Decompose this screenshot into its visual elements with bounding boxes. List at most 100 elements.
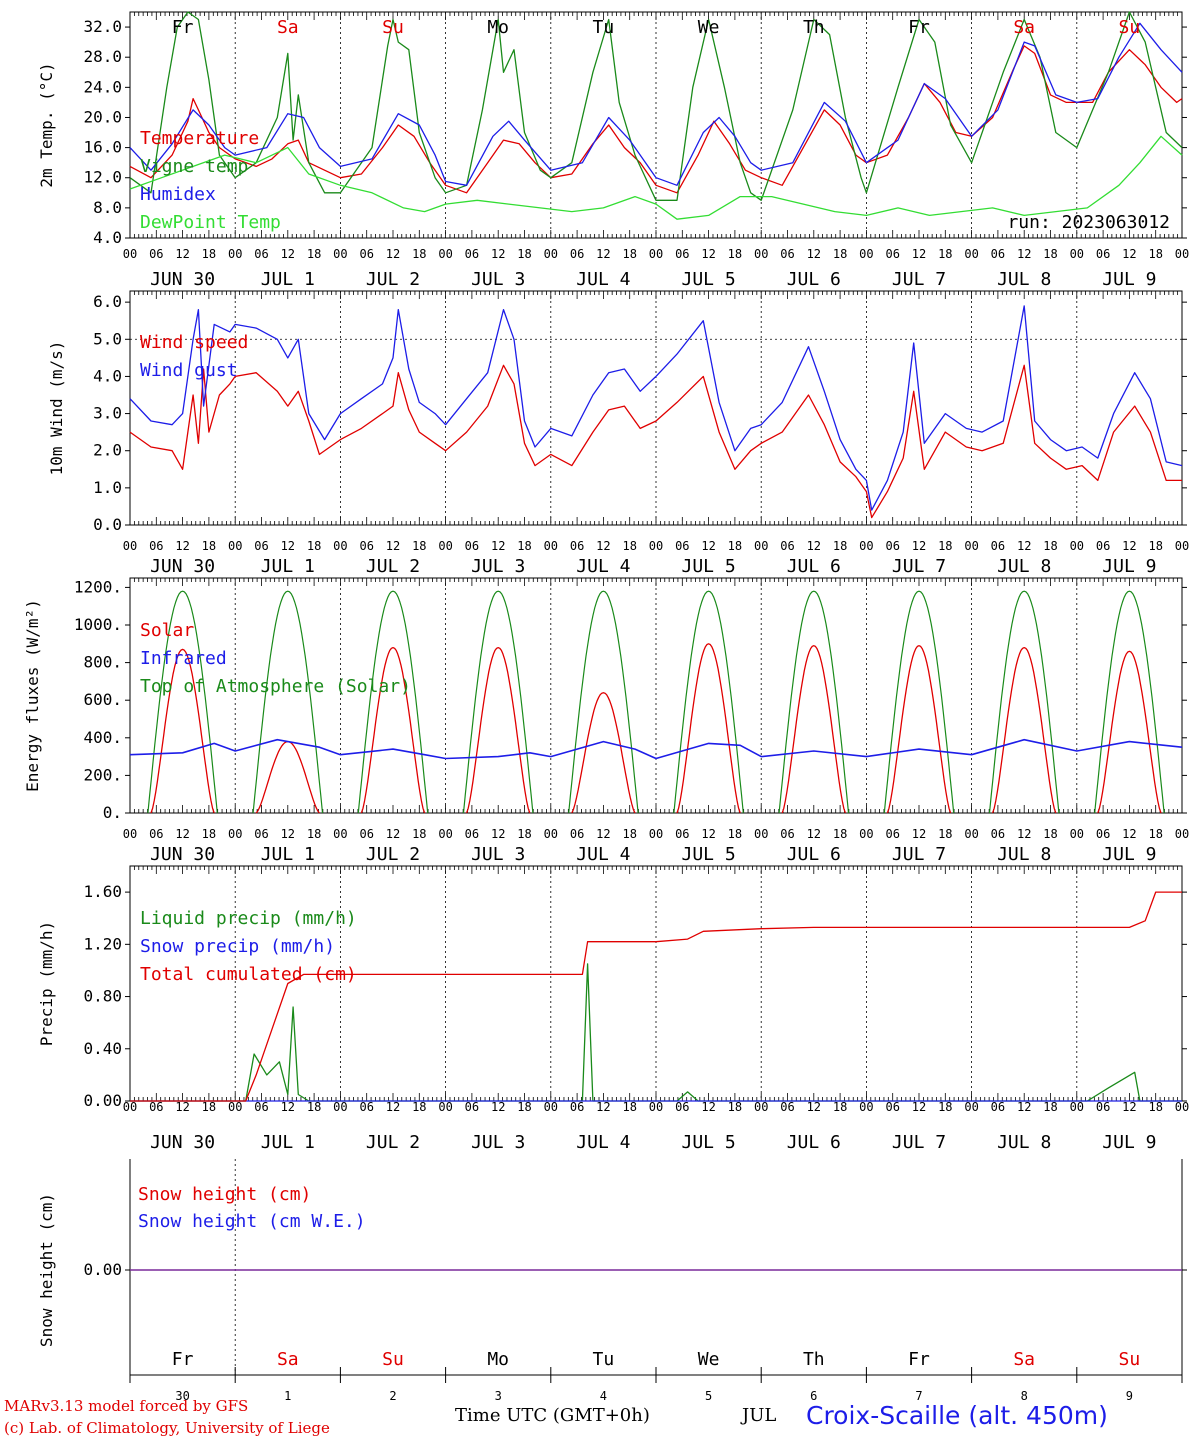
hour-tick-label-p2: 18 (307, 827, 321, 841)
hour-tick-label-p0: 18 (202, 247, 216, 261)
hour-tick-label-p1: 00 (649, 539, 663, 553)
series-line-top-of-atmosphere (568, 590, 639, 814)
hour-tick-label-p3: 12 (1122, 1100, 1136, 1114)
date-label-p2: JUL 1 (261, 844, 315, 865)
hour-tick-label-p3: 00 (123, 1100, 137, 1114)
hour-tick-label-p1: 00 (123, 539, 137, 553)
y-axis-title: Energy fluxes (W/m²) (23, 599, 42, 792)
hour-tick-label-p3: 06 (675, 1100, 689, 1114)
hour-tick-label-p1: 12 (281, 539, 295, 553)
hour-tick-label-p0: 18 (938, 247, 952, 261)
hour-tick-label-p0: 18 (728, 247, 742, 261)
hour-tick-label-p0: 00 (333, 247, 347, 261)
weekday-label: Su (1119, 17, 1141, 38)
hour-tick-label-p0: 06 (359, 247, 373, 261)
date-label-p1: JUL 7 (892, 556, 946, 577)
date-label-p2: JUL 9 (1102, 844, 1156, 865)
series-line-vigne-temp (129, 11, 1183, 201)
hour-tick-label-p2: 12 (1017, 827, 1031, 841)
hour-tick-label-p2: 12 (807, 827, 821, 841)
hour-tick-label-p2: 12 (491, 827, 505, 841)
model-credit: MARv3.13 model forced by GFS (4, 1397, 249, 1415)
day-number-label: 5 (705, 1389, 712, 1403)
hour-tick-label-p3: 12 (386, 1100, 400, 1114)
hour-tick-label-p0: 18 (412, 247, 426, 261)
weekday-label: We (698, 17, 720, 38)
date-label-p0: JUL 9 (1102, 269, 1156, 290)
series-line-solar (360, 646, 426, 814)
day-number-label: 1 (284, 1389, 291, 1403)
legend-entry: Top of Atmosphere (Solar) (140, 676, 411, 697)
y-axis-title: Precip (mm/h) (37, 921, 56, 1046)
hour-tick-label-p2: 12 (596, 827, 610, 841)
hour-tick-label-p3: 12 (912, 1100, 926, 1114)
hour-tick-label-p3: 00 (228, 1100, 242, 1114)
hour-tick-label-p1: 18 (622, 539, 636, 553)
hour-tick-label-p1: 12 (175, 539, 189, 553)
hour-tick-label-p3: 06 (465, 1100, 479, 1114)
date-label-p0: JUL 7 (892, 269, 946, 290)
hour-tick-label-p2: 18 (517, 827, 531, 841)
hour-tick-label-p2: 12 (701, 827, 715, 841)
hour-tick-label-p2: 06 (254, 827, 268, 841)
hour-tick-label-p1: 18 (728, 539, 742, 553)
hour-tick-label-p2: 00 (649, 827, 663, 841)
hour-tick-label-p2: 18 (202, 827, 216, 841)
date-label-p0: JUL 4 (576, 269, 630, 290)
hour-tick-label-p1: 12 (807, 539, 821, 553)
series-line-top-of-atmosphere (673, 590, 744, 814)
hour-tick-label-p3: 06 (1096, 1100, 1110, 1114)
y-tick-label-p0: 8.0 (93, 198, 122, 217)
y-tick-label-p1: 3.0 (93, 404, 122, 423)
hour-tick-label-p0: 06 (780, 247, 794, 261)
y-tick-label-p2: 400. (83, 728, 122, 747)
date-label-p0: JUL 5 (682, 269, 736, 290)
date-label-p1: JUL 4 (576, 556, 630, 577)
hour-tick-label-p2: 00 (544, 827, 558, 841)
hour-tick-label-p1: 12 (386, 539, 400, 553)
hour-tick-label-p1: 06 (570, 539, 584, 553)
hour-tick-label-p0: 12 (701, 247, 715, 261)
hour-tick-label-p1: 06 (254, 539, 268, 553)
hour-tick-label-p3: 00 (964, 1100, 978, 1114)
hour-tick-label-p0: 12 (281, 247, 295, 261)
date-label-p3: JUL 4 (576, 1132, 630, 1153)
hour-tick-label-p1: 00 (964, 539, 978, 553)
legend-entry: Temperature (140, 128, 259, 149)
date-label-p1: JUL 6 (787, 556, 841, 577)
hour-tick-label-p1: 06 (780, 539, 794, 553)
hour-tick-label-p2: 00 (123, 827, 137, 841)
y-tick-label-p3: 0.80 (83, 987, 122, 1006)
date-label-p0: JUL 1 (261, 269, 315, 290)
hour-tick-label-p1: 18 (307, 539, 321, 553)
date-label-p0: JUL 2 (366, 269, 420, 290)
date-label-p0: JUL 6 (787, 269, 841, 290)
date-label-p0: JUL 3 (471, 269, 525, 290)
date-label-p2: JUL 2 (366, 844, 420, 865)
weekday-label: Su (382, 17, 404, 38)
y-tick-label-p3: 0.40 (83, 1039, 122, 1058)
hour-tick-label-p1: 06 (885, 539, 899, 553)
hour-tick-label-p0: 06 (570, 247, 584, 261)
hour-tick-label-p3: 12 (596, 1100, 610, 1114)
y-axis-title: 10m Wind (m/s) (47, 341, 66, 476)
series-line-solar (150, 648, 215, 814)
y-tick-label-p2: 600. (83, 690, 122, 709)
weekday-label: Th (803, 17, 825, 38)
series-line-top-of-atmosphere (1094, 590, 1165, 814)
hour-tick-label-p2: 12 (386, 827, 400, 841)
run-label: run: 2023063012 (1007, 212, 1170, 233)
hour-tick-label-p1: 06 (991, 539, 1005, 553)
date-label-p1: JUL 8 (997, 556, 1051, 577)
y-tick-label-p2: 1200. (74, 577, 122, 596)
series-line-solar (571, 692, 636, 814)
date-label-p3: JUN 30 (150, 1132, 215, 1153)
date-label-p2: JUL 4 (576, 844, 630, 865)
date-label-p1: JUL 2 (366, 556, 420, 577)
day-number-label: 3 (495, 1389, 502, 1403)
hour-tick-label-p0: 18 (1148, 247, 1162, 261)
series-line-solar (991, 646, 1057, 814)
hour-tick-label-p1: 06 (675, 539, 689, 553)
hour-tick-label-p2: 18 (938, 827, 952, 841)
date-label-p3: JUL 1 (261, 1132, 315, 1153)
